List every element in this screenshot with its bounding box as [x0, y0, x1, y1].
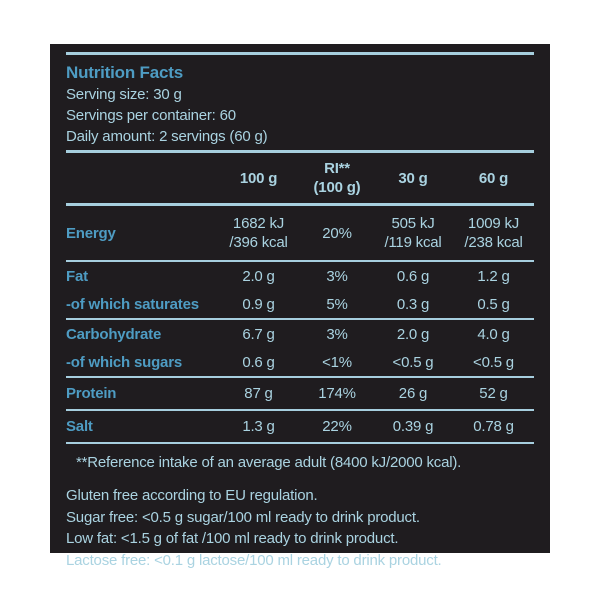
row-divider: [66, 409, 534, 411]
row-value-100g: 0.6 g: [242, 353, 275, 371]
row-value-ri: 22%: [322, 418, 352, 435]
row-value-60g: 4.0 g: [477, 325, 510, 343]
row-value-30g: <0.5 g: [392, 353, 434, 371]
row-value-60g: 1.2 g: [477, 267, 510, 285]
row-value-100g: 0.9 g: [242, 295, 275, 313]
servings-per-container-text: Servings per container: 60: [66, 107, 236, 124]
table-row-salt: Salt 1.3 g 22% 0.39 g 0.78 g: [66, 411, 534, 442]
row-value-ri: <1%: [322, 353, 352, 371]
serving-size-text: Serving size: 30 g: [66, 86, 182, 103]
row-value-100g: 1.3 g: [242, 418, 275, 435]
top-divider: [66, 52, 534, 55]
claim-lactose-free: Lactose free: <0.1 g lactose/100 ml read…: [66, 551, 442, 569]
daily-amount-text: Daily amount: 2 servings (60 g): [66, 128, 268, 145]
row-value-100g: 87 g: [244, 385, 273, 402]
column-header-underline: [66, 203, 534, 206]
claim-low-fat: Low fat: <1.5 g of fat /100 ml ready to …: [66, 530, 399, 547]
row-value-60g: <0.5 g: [473, 353, 514, 371]
row-value-ri: 3%: [326, 267, 348, 285]
row-value-30g: 2.0 g: [396, 325, 430, 343]
row-value-60g: 52 g: [479, 385, 508, 402]
row-divider: [66, 376, 534, 378]
column-header-100g: 100 g: [239, 169, 278, 187]
row-value-ri: 5%: [326, 295, 348, 313]
row-divider: [66, 260, 534, 262]
row-value-ri: 3%: [326, 325, 348, 343]
table-row-protein: Protein 87 g 174% 26 g 52 g: [66, 378, 534, 409]
table-row-fat: Fat 2.0 g 3% 0.6 g 1.2 g: [66, 262, 534, 290]
row-value-30g: 505 kJ /119 kcal: [384, 215, 442, 251]
claims-block: Gluten free according to EU regulation. …: [66, 485, 534, 571]
row-value-ri: 174%: [318, 385, 356, 402]
column-header-ri: RI** (100 g): [313, 160, 361, 196]
row-value-30g: 0.6 g: [396, 267, 430, 285]
row-value-100g: 2.0 g: [242, 267, 275, 285]
table-row-carbohydrate: Carbohydrate 6.7 g 3% 2.0 g 4.0 g: [66, 320, 534, 348]
header-divider: [66, 150, 534, 153]
column-header-30g: 30 g: [398, 169, 428, 187]
reference-intake-footnote: **Reference intake of an average adult (…: [76, 454, 462, 471]
table-row-saturates: -of which saturates 0.9 g 5% 0.3 g 0.5 g: [66, 290, 534, 318]
row-label: Salt: [66, 418, 93, 435]
row-label: Carbohydrate: [66, 325, 162, 343]
row-label: Fat: [66, 267, 88, 285]
row-value-ri: 20%: [322, 224, 352, 242]
column-header-row: 100 g RI** (100 g) 30 g 60 g: [66, 153, 534, 203]
column-header-60g: 60 g: [478, 169, 509, 187]
claim-sugar-free: Sugar free: <0.5 g sugar/100 ml ready to…: [66, 508, 420, 526]
row-value-60g: 0.5 g: [477, 295, 510, 313]
row-value-30g: 26 g: [398, 385, 428, 402]
row-value-30g: 0.39 g: [392, 418, 434, 435]
row-value-100g: 1682 kJ /396 kcal: [229, 215, 288, 251]
row-value-60g: 1009 kJ /238 kcal: [464, 215, 523, 251]
row-label: Protein: [66, 385, 117, 402]
claim-gluten-free: Gluten free according to EU regulation.: [66, 487, 318, 504]
table-row-energy: Energy 1682 kJ /396 kcal 20% 505 kJ /119…: [66, 206, 534, 260]
row-label: Energy: [66, 224, 116, 242]
row-value-60g: 0.78 g: [473, 418, 514, 435]
table-bottom-divider: [66, 442, 534, 444]
row-value-30g: 0.3 g: [396, 295, 430, 313]
row-label: -of which saturates: [66, 295, 199, 313]
row-value-100g: 6.7 g: [242, 325, 275, 343]
nutrition-label-panel: Nutrition Facts Serving size: 30 g Servi…: [50, 44, 550, 569]
row-label: -of which sugars: [66, 353, 182, 371]
table-row-sugars: -of which sugars 0.6 g <1% <0.5 g <0.5 g: [66, 348, 534, 376]
row-divider: [66, 318, 534, 320]
nutrition-facts-title: Nutrition Facts: [66, 63, 183, 82]
